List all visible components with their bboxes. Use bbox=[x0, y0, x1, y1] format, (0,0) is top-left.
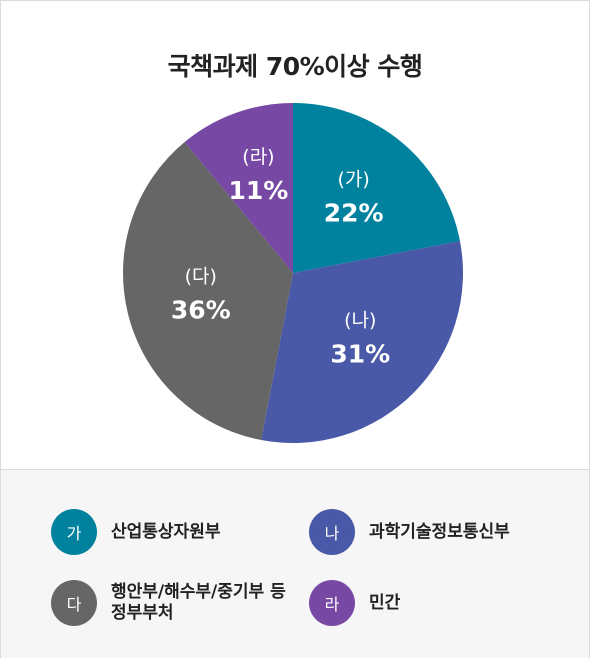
legend-badge-da: 다 bbox=[51, 580, 97, 626]
legend-label-ga: 산업통상자원부 bbox=[111, 521, 221, 542]
slice-value-3: 36% bbox=[171, 296, 231, 325]
pie-slice-3 bbox=[123, 142, 293, 440]
slice-label-2: (나) bbox=[344, 309, 376, 331]
slice-value-2: 31% bbox=[330, 339, 390, 368]
legend-label-da: 행안부/해수부/중기부 등 정부부처 bbox=[111, 582, 286, 623]
slice-label-1: (가) bbox=[338, 169, 370, 191]
legend-label-ra: 민간 bbox=[369, 592, 401, 613]
slice-value-1: 22% bbox=[324, 199, 384, 228]
legend-badge-ga: 가 bbox=[51, 509, 97, 555]
legend-item-na: 나 과학기술정보통신부 bbox=[309, 509, 569, 555]
legend-badge-na: 나 bbox=[309, 509, 355, 555]
legend-item-da: 다 행안부/해수부/중기부 등 정부부처 bbox=[51, 580, 291, 626]
legend: 가 산업통상자원부 나 과학기술정보통신부 다 행안부/해수부/중기부 등 정부… bbox=[1, 469, 589, 658]
pie-chart: (가) 22% (나) 31% (다) 36% (라) 11% bbox=[123, 103, 463, 444]
chart-title: 국책과제 70%이상 수행 bbox=[167, 52, 423, 81]
chart-area: 국책과제 70%이상 수행 (가) 22% (나) 31% (다) 36% (라) 11% bbox=[1, 1, 589, 469]
pie-slice-4 bbox=[184, 103, 293, 273]
legend-badge-ra: 라 bbox=[309, 580, 355, 626]
slice-value-4: 11% bbox=[229, 176, 289, 205]
slice-label-3: (다) bbox=[185, 266, 217, 288]
pie-slice-2 bbox=[261, 241, 463, 444]
legend-item-ra: 라 민간 bbox=[309, 580, 569, 626]
legend-label-na: 과학기술정보통신부 bbox=[369, 521, 510, 542]
legend-item-ga: 가 산업통상자원부 bbox=[51, 509, 311, 555]
slice-label-4: (라) bbox=[242, 146, 274, 168]
pie-slice-1 bbox=[293, 103, 460, 273]
